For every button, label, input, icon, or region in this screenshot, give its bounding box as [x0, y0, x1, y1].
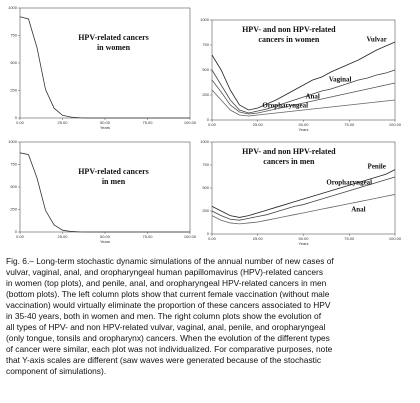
- chart-title: HPV- and non HPV-related: [242, 25, 336, 34]
- caption-line: (bottom plots). The left column plots sh…: [6, 289, 330, 299]
- x-tick-label: 0.00: [16, 120, 25, 125]
- y-tick-label: 750: [202, 162, 209, 167]
- x-tick-label: 25.00: [253, 236, 264, 241]
- y-tick-label: 250: [202, 208, 209, 213]
- caption-line: all types of HPV- and non HPV-related vu…: [6, 322, 326, 332]
- y-tick-label: 0: [207, 231, 210, 236]
- x-tick-label: 50.00: [100, 120, 111, 125]
- caption: Fig. 6.– Long-term stochastic dynamic si…: [6, 256, 416, 377]
- series-line: [211, 79, 396, 115]
- y-tick-label: 500: [202, 67, 209, 72]
- x-axis-label: Years: [100, 125, 110, 130]
- y-tick-label: 0: [15, 115, 18, 120]
- plot-frame: [19, 7, 191, 119]
- caption-line: vaccination) would virtually eliminate t…: [6, 300, 331, 310]
- x-tick-label: 100.00: [389, 122, 402, 127]
- x-axis-label: Years: [298, 127, 308, 132]
- series-label: Oropharyngeal: [262, 102, 308, 110]
- y-tick-label: 500: [10, 184, 17, 189]
- caption-line: component of simulations).: [6, 366, 107, 376]
- x-tick-label: 50.00: [298, 236, 309, 241]
- series-line: [211, 169, 396, 218]
- y-tick-label: 1000: [200, 139, 210, 144]
- x-tick-label: 25.00: [57, 234, 68, 239]
- series-line: [211, 176, 396, 221]
- x-tick-label: 0.00: [208, 236, 217, 241]
- y-tick-label: 1000: [8, 139, 18, 144]
- x-tick-label: 75.00: [344, 122, 355, 127]
- chart-title: HPV- and non HPV-related: [242, 147, 336, 156]
- x-tick-label: 0.00: [208, 122, 217, 127]
- y-tick-label: 500: [10, 60, 17, 65]
- plot-frame: [19, 141, 191, 233]
- x-axis-label: Years: [298, 241, 308, 246]
- chart-title: cancers in men: [263, 157, 315, 166]
- x-tick-label: 75.00: [142, 234, 153, 239]
- chart-title: HPV-related cancers: [78, 33, 149, 42]
- caption-line: in women (top plots), and penile, anal, …: [6, 278, 327, 288]
- caption-line: that Y-axis scales are different (saw wa…: [6, 355, 322, 365]
- caption-line: in 35-40 years, both in women and men. T…: [6, 311, 322, 321]
- chart-title: cancers in women: [258, 35, 319, 44]
- series-label: Oropharyngeal: [326, 178, 372, 186]
- series-label: Anal: [351, 205, 365, 213]
- y-tick-label: 250: [202, 92, 209, 97]
- series-line: [19, 16, 190, 119]
- series-label: Penile: [368, 163, 386, 171]
- series-line: [19, 152, 190, 233]
- y-tick-label: 250: [10, 207, 17, 212]
- caption-line: Fig. 6.– Long-term stochastic dynamic si…: [6, 256, 334, 266]
- caption-line: vulvar, vaginal, anal, and oropharyngeal…: [6, 267, 324, 277]
- caption-line: (only tongue, tonsils and oropharynx) ca…: [6, 333, 330, 343]
- x-tick-label: 25.00: [253, 122, 264, 127]
- x-tick-label: 50.00: [298, 122, 309, 127]
- series-line: [211, 69, 396, 114]
- chart-title: in men: [102, 177, 126, 186]
- series-line: [211, 89, 396, 117]
- x-tick-label: 100.00: [389, 236, 402, 241]
- series-line: [211, 41, 396, 111]
- figure: 0 250 500 750 1000 0.00 25.00 50.00 75.00 100.00 Y…: [8, 5, 402, 246]
- series-label: Anal: [305, 93, 319, 101]
- y-tick-label: 750: [10, 162, 17, 167]
- series-label: Vulvar: [367, 36, 387, 44]
- y-tick-label: 0: [207, 117, 210, 122]
- x-tick-label: 75.00: [344, 236, 355, 241]
- y-tick-label: 1000: [8, 5, 18, 10]
- x-tick-label: 25.00: [57, 120, 68, 125]
- chart-title: in women: [97, 43, 131, 52]
- x-tick-label: 100.00: [184, 120, 197, 125]
- x-tick-label: 0.00: [16, 234, 25, 239]
- x-tick-label: 50.00: [100, 234, 111, 239]
- y-tick-label: 250: [10, 88, 17, 93]
- y-tick-label: 750: [10, 33, 17, 38]
- x-tick-label: 75.00: [142, 120, 153, 125]
- caption-line: of cancer were similar, each plot was no…: [6, 344, 333, 354]
- y-tick-label: 750: [202, 42, 209, 47]
- y-tick-label: 1000: [200, 17, 210, 22]
- chart-title: HPV-related cancers: [78, 167, 149, 176]
- x-axis-label: Years: [100, 239, 110, 244]
- series-label: Vaginal: [329, 76, 352, 84]
- series-line: [211, 194, 396, 225]
- y-tick-label: 0: [15, 229, 18, 234]
- y-tick-label: 500: [202, 185, 209, 190]
- x-tick-label: 100.00: [184, 234, 197, 239]
